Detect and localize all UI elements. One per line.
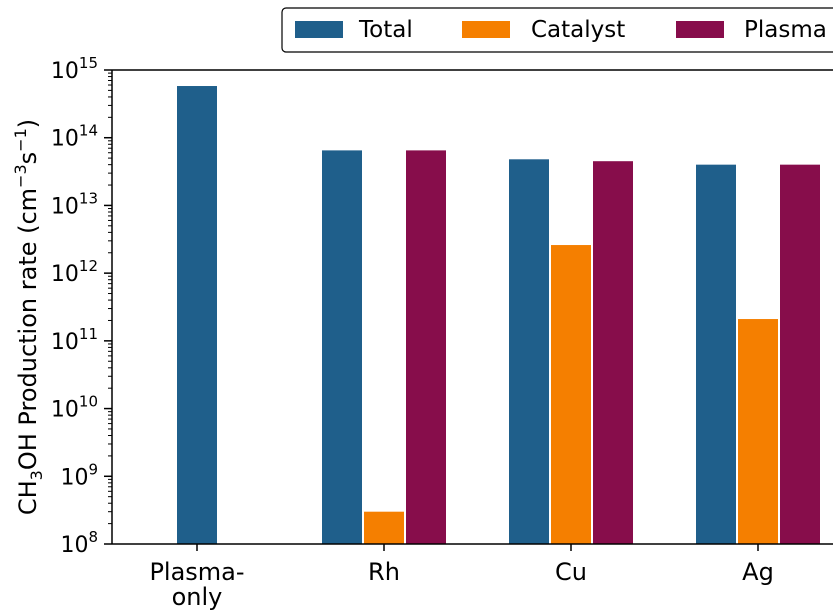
y-tick-label: 1012 [51, 257, 98, 287]
x-ticks-group: Plasma-only Rh Cu Ag [149, 544, 774, 610]
legend-label-total: Total [358, 17, 413, 43]
bar-plasma-1 [406, 150, 446, 544]
bar-catalyst-2 [551, 245, 591, 545]
bar-catalyst-1 [364, 511, 404, 544]
y-tick-label: 1011 [51, 325, 98, 355]
axes-group [111, 69, 833, 545]
legend-swatch-catalyst [462, 21, 510, 38]
legend-label-plasma: Plasma [744, 17, 827, 43]
legend-swatch-plasma [676, 21, 724, 38]
y-tick-label: 1013 [51, 189, 98, 219]
x-tick-label: Ag [742, 558, 774, 586]
legend-swatch-total [295, 21, 343, 38]
bar-total-1 [322, 150, 362, 544]
y-ticks-group: 108 109 1010 1011 1012 1013 1014 1015 [51, 54, 112, 558]
bar-plasma-2 [593, 161, 633, 544]
bar-total-2 [509, 159, 549, 544]
x-tick-label: Rh [368, 558, 400, 586]
y-tick-label: 109 [60, 460, 98, 490]
bar-total-3 [696, 164, 736, 544]
x-tick-label: only [172, 583, 223, 610]
bar-plasma-3 [780, 164, 820, 544]
x-tick-label: Plasma- [149, 558, 244, 586]
legend: Total Catalyst Plasma [281, 7, 833, 53]
x-tick-label: Cu [555, 558, 587, 586]
legend-frame [281, 7, 833, 53]
y-axis-label-group: CH3OH Production rate (cm−3s−1) [11, 119, 46, 515]
y-tick-label: 1015 [51, 54, 98, 84]
legend-label-catalyst: Catalyst [531, 17, 625, 43]
y-tick-label: 108 [60, 528, 98, 558]
y-tick-label: 1014 [51, 122, 98, 152]
bar-catalyst-3 [738, 319, 778, 544]
y-tick-label: 1010 [51, 393, 98, 423]
bar-total-0 [177, 86, 217, 545]
bars-group [177, 86, 820, 545]
y-axis-label: CH3OH Production rate (cm−3s−1) [11, 119, 46, 515]
